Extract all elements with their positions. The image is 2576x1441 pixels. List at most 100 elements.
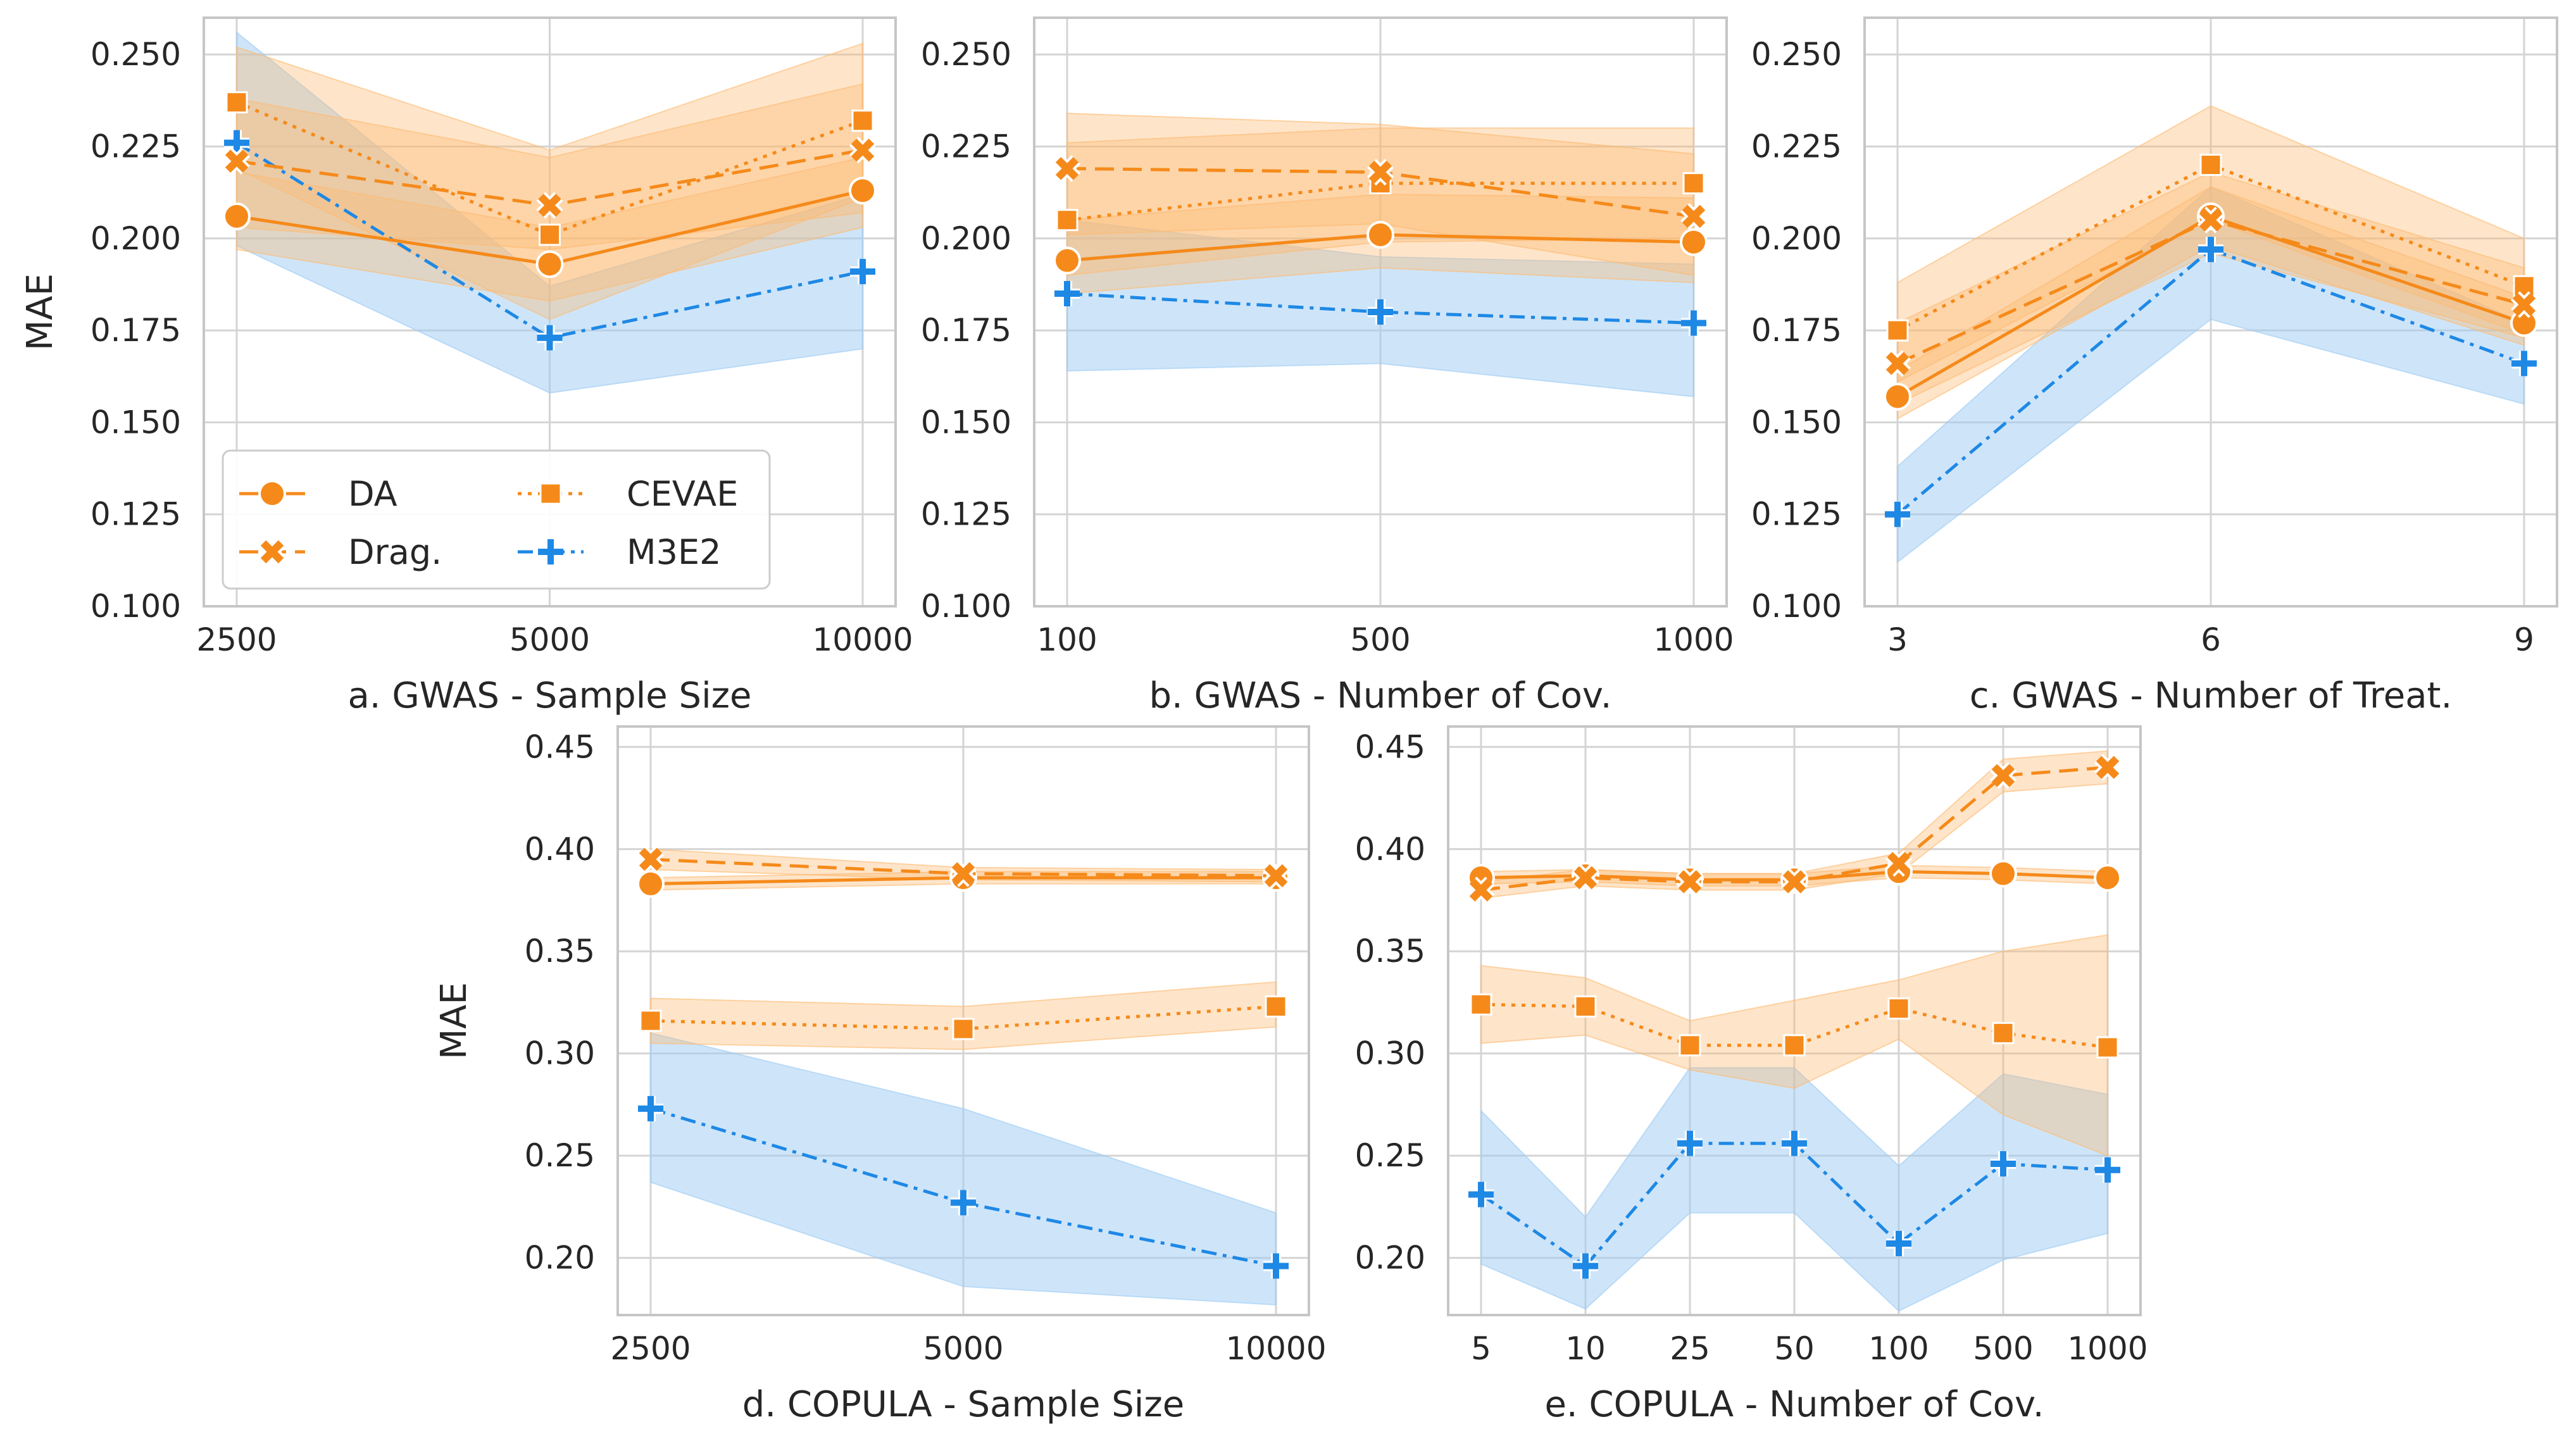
- point-cevae: [1265, 995, 1287, 1018]
- series-cevae: [1056, 172, 1705, 232]
- point-cevae: [1470, 993, 1492, 1016]
- legend-marker: [258, 538, 286, 566]
- y-tick-label: 0.150: [921, 404, 1011, 440]
- x-tick-label: 2500: [610, 1330, 691, 1367]
- series-cevae: [225, 91, 874, 246]
- x-axis-title: e. COPULA - Number of Cov.: [1544, 1384, 2044, 1425]
- x-axis-title: d. COPULA - Sample Size: [742, 1384, 1184, 1425]
- x-tick-labels: 2500 5000 10000: [196, 621, 913, 658]
- point-drag: [1366, 159, 1394, 186]
- x-tick-label: 5000: [510, 621, 590, 658]
- point-drag: [1262, 862, 1290, 889]
- y-tick-label: 0.125: [921, 496, 1011, 533]
- x-tick-label: 1000: [2067, 1330, 2148, 1367]
- series-drag: [637, 845, 1290, 889]
- series-drag: [223, 137, 877, 219]
- x-tick-label: 100: [1037, 621, 1097, 658]
- legend-entry-cevae: CEVAE: [518, 474, 738, 514]
- x-tick-label: 10000: [812, 621, 913, 658]
- point-da: [223, 202, 251, 230]
- point-da: [637, 870, 665, 898]
- point-drag: [849, 137, 877, 164]
- series-m3e2: [224, 130, 875, 351]
- x-tick-label: 500: [1350, 621, 1410, 658]
- point-drag: [1467, 876, 1495, 904]
- y-tick-label: 0.30: [525, 1035, 595, 1072]
- y-tick-label: 0.25: [525, 1137, 595, 1174]
- legend-marker: [538, 539, 563, 565]
- y-tick-labels: 0.100 0.125 0.150 0.175 0.200 0.225 0.250: [91, 36, 181, 625]
- point-da: [1680, 228, 1708, 256]
- x-tick-labels: 2500 5000 10000: [610, 1330, 1326, 1367]
- point-cevae: [1056, 209, 1079, 232]
- point-da: [1884, 382, 1911, 411]
- point-m3e2: [850, 259, 875, 285]
- point-m3e2: [638, 1095, 663, 1121]
- point-m3e2: [2095, 1157, 2120, 1183]
- point-m3e2: [1885, 501, 1910, 527]
- legend-marker: [258, 480, 286, 508]
- series-da: [1053, 220, 1708, 275]
- point-drag: [2197, 206, 2225, 234]
- panel-a: 0.100 0.125 0.150 0.175 0.200 0.225 0.250 2500 5…: [20, 16, 913, 716]
- y-tick-labels: 0.20 0.25 0.30 0.35 0.40 0.45: [1355, 728, 1425, 1276]
- point-m3e2: [1991, 1151, 2016, 1177]
- y-tick-label: 0.200: [91, 220, 181, 257]
- plot-content: [1467, 750, 2122, 1312]
- y-tick-label: 0.125: [1751, 496, 1842, 533]
- x-tick-label: 9: [2514, 621, 2534, 658]
- point-da: [2510, 309, 2538, 337]
- point-da: [2094, 863, 2122, 892]
- axes-frame: [1863, 16, 2558, 608]
- series-m3e2: [638, 1095, 1289, 1279]
- y-axis-title: MAE: [20, 273, 61, 351]
- x-tick-label: 100: [1868, 1330, 1929, 1367]
- axes-frame: [1447, 725, 2142, 1316]
- y-tick-label: 0.35: [1355, 933, 1425, 970]
- y-tick-labels: 0.20 0.25 0.30 0.35 0.40 0.45: [525, 728, 595, 1276]
- series-drag: [1053, 155, 1708, 230]
- axes-frame: [203, 16, 897, 608]
- point-da: [535, 250, 564, 278]
- panel-b: 0.100 0.125 0.150 0.175 0.200 0.225 0.250 100 50…: [921, 16, 1734, 716]
- point-cevae: [639, 1009, 662, 1032]
- x-tick-label: 10: [1565, 1330, 1606, 1367]
- x-tick-label: 500: [1973, 1330, 2033, 1367]
- y-tick-label: 0.45: [525, 728, 595, 765]
- point-cevae: [1887, 997, 1910, 1020]
- point-m3e2: [1368, 299, 1393, 325]
- point-m3e2: [1263, 1253, 1289, 1279]
- point-cevae: [225, 91, 248, 114]
- series-cevae: [639, 995, 1287, 1040]
- point-drag: [536, 192, 563, 219]
- axes-frame: [616, 725, 1310, 1316]
- y-tick-label: 0.225: [1751, 128, 1842, 165]
- x-axis-title: a. GWAS - Sample Size: [347, 675, 751, 716]
- x-tick-labels: 3 6 9: [1887, 621, 2534, 658]
- line-m3e2: [1066, 292, 1694, 325]
- y-tick-label: 0.175: [91, 312, 181, 349]
- y-tick-label: 0.45: [1355, 728, 1425, 765]
- plot-content: [1053, 113, 1708, 397]
- series-m3e2: [1054, 280, 1706, 336]
- legend-label: Drag.: [348, 532, 442, 572]
- x-tick-label: 6: [2201, 621, 2221, 658]
- y-tick-label: 0.100: [1751, 588, 1842, 625]
- point-drag: [1885, 850, 1913, 877]
- point-m3e2: [1468, 1182, 1494, 1207]
- point-m3e2: [1573, 1253, 1598, 1279]
- y-tick-label: 0.100: [91, 588, 181, 625]
- x-tick-label: 2500: [196, 621, 277, 658]
- point-drag: [1780, 868, 1808, 895]
- line-m3e2: [1896, 247, 2525, 516]
- y-tick-label: 0.35: [525, 933, 595, 970]
- y-tick-label: 0.250: [91, 36, 181, 73]
- legend-label: M3E2: [627, 532, 721, 572]
- axes-frame: [1033, 16, 1728, 608]
- series-cevae: [1470, 993, 2119, 1059]
- y-tick-label: 0.20: [525, 1240, 595, 1276]
- x-axis-title: c. GWAS - Number of Treat.: [1970, 675, 2453, 716]
- point-m3e2: [1681, 310, 1706, 336]
- legend: DA Drag. CEVAE M3E2: [222, 449, 771, 590]
